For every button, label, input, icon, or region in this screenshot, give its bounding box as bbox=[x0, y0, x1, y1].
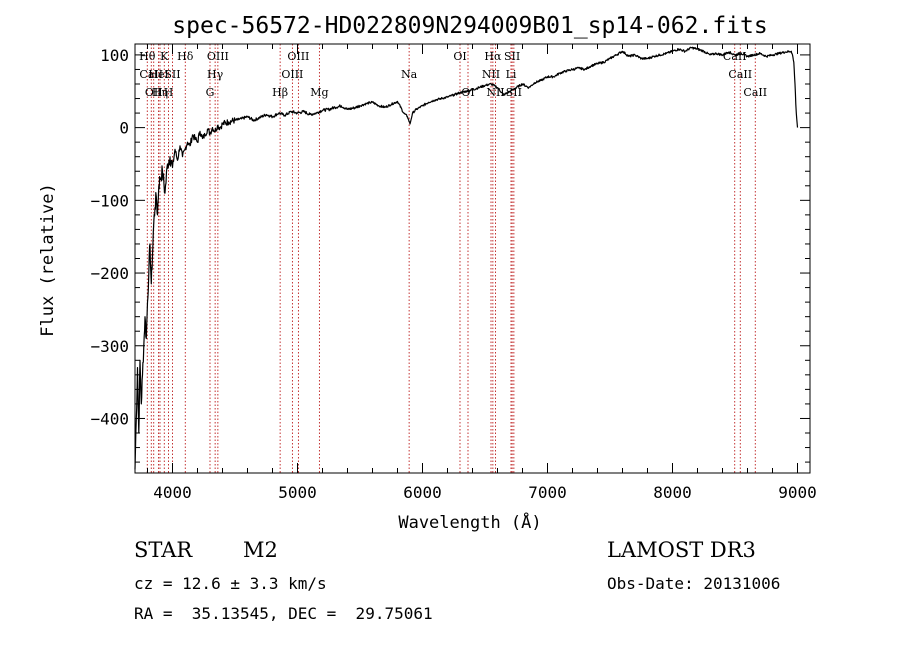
line-label-1: CaII bbox=[139, 68, 163, 81]
y-tick-label-5: 100 bbox=[100, 46, 129, 65]
line-label-13: OIII bbox=[287, 50, 309, 63]
line-label-10: Hγ bbox=[207, 68, 224, 81]
line-label-4: HeI bbox=[148, 68, 168, 81]
line-label-26: CaII bbox=[728, 68, 752, 81]
object-type: STAR bbox=[134, 538, 193, 562]
y-tick-label-4: 0 bbox=[119, 119, 129, 138]
spectrum-line bbox=[134, 46, 799, 470]
y-axis-label: Flux (relative) bbox=[38, 183, 58, 337]
x-tick-label-5: 9000 bbox=[778, 483, 817, 502]
line-label-8: Hδ bbox=[177, 50, 194, 63]
line-label-9: OIII bbox=[207, 50, 229, 63]
line-label-2: OII bbox=[145, 86, 163, 99]
y-tick-label-2: −200 bbox=[90, 264, 129, 283]
y-tick-label-0: −400 bbox=[90, 409, 129, 428]
velocity: cz = 12.6 ± 3.3 km/s bbox=[134, 574, 327, 593]
plot-frame bbox=[134, 43, 811, 474]
line-label-14: OIII bbox=[281, 68, 303, 81]
line-label-24: SII bbox=[506, 86, 522, 99]
line-label-5: Hη bbox=[152, 86, 168, 99]
line-label-22: Li bbox=[506, 68, 517, 81]
subclass: M2 bbox=[243, 538, 278, 562]
x-tick-label-2: 6000 bbox=[403, 483, 442, 502]
x-tick-label-4: 8000 bbox=[653, 483, 692, 502]
coordinates: RA = 35.13545, DEC = 29.75061 bbox=[134, 604, 433, 623]
x-tick-label-1: 5000 bbox=[278, 483, 317, 502]
line-label-19: Hα bbox=[484, 50, 502, 63]
spectral-line-markers bbox=[146, 44, 756, 473]
chart-title: spec-56572-HD022809N294009B01_sp14-062.f… bbox=[172, 13, 767, 39]
line-label-11: G bbox=[206, 86, 215, 99]
x-axis-ticks: 4000 5000 6000 7000 8000 9000 bbox=[147, 44, 817, 502]
y-tick-label-3: −100 bbox=[90, 191, 129, 210]
x-axis-label: Wavelength (Å) bbox=[398, 511, 541, 533]
line-label-0: Hθ bbox=[139, 50, 156, 63]
line-label-17: OI bbox=[453, 50, 466, 63]
y-tick-label-1: −300 bbox=[90, 337, 129, 356]
line-label-16: Na bbox=[401, 68, 418, 81]
survey-name: LAMOST DR3 bbox=[607, 538, 756, 562]
x-tick-label-3: 7000 bbox=[528, 483, 567, 502]
line-label-20: SII bbox=[504, 50, 520, 63]
line-label-27: CaII bbox=[743, 86, 767, 99]
line-label-12: Hβ bbox=[272, 86, 288, 99]
line-label-7: SII bbox=[164, 68, 180, 81]
line-label-6: H bbox=[164, 86, 174, 99]
spectral-line-labels: Hθ CaII OII K HeI HηH SII Hδ OIII Hγ G Hβ OIII OIII Mg… bbox=[139, 50, 767, 99]
line-label-21: NII bbox=[482, 68, 500, 81]
line-label-3: K bbox=[160, 50, 169, 63]
x-tick-label-0: 4000 bbox=[153, 483, 192, 502]
obs-date: Obs-Date: 20131006 bbox=[607, 574, 781, 593]
y-axis-ticks: −400 −300 −200 −100 0 100 bbox=[90, 46, 810, 463]
line-label-15: Mg bbox=[310, 86, 328, 99]
line-label-23: NII bbox=[486, 86, 504, 99]
